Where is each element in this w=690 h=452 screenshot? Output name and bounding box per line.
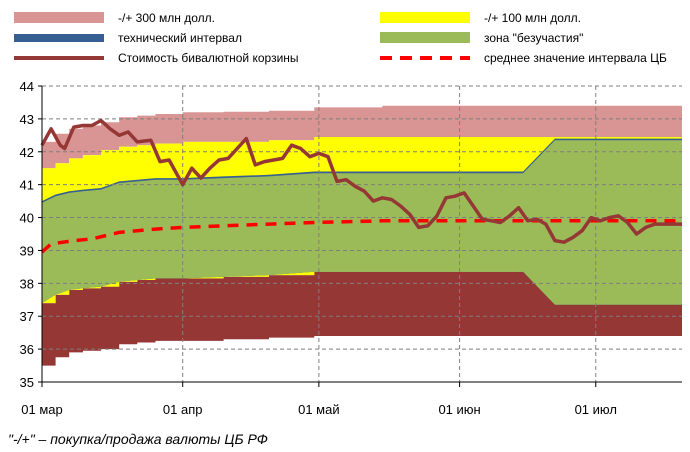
x-tick-label: 01 июл [575, 402, 617, 417]
x-tick-label: 01 мар [21, 402, 62, 417]
y-tick-label: 36 [20, 342, 34, 357]
y-tick-label: 37 [20, 309, 34, 324]
legend-swatch [14, 34, 104, 42]
legend-item-zone: зона "безучастия" [380, 31, 583, 45]
y-tick-label: 40 [20, 211, 34, 226]
grid [42, 85, 682, 382]
legend-item-tech: технический интервал [14, 31, 242, 45]
y-tick-label: 43 [20, 112, 34, 127]
x-tick-label: 01 май [298, 402, 340, 417]
series-mid-line [40, 219, 682, 254]
axes: 35 36 37 38 39 40 41 42 43 44 01 мар 01 апр 01 май 01… [20, 79, 682, 417]
legend-swatch [380, 32, 470, 43]
legend: -/+ 300 млн долл. -/+ 100 млн долл. технич… [14, 11, 667, 65]
legend-label: Стоимость бивалютной корзины [118, 51, 299, 65]
x-tick-label: 01 апр [163, 402, 203, 417]
legend-item-band100: -/+ 100 млн долл. [380, 11, 581, 25]
legend-label: -/+ 300 млн долл. [118, 11, 215, 25]
legend-swatch [380, 12, 470, 23]
y-tick-label: 39 [20, 243, 34, 258]
y-tick-label: 35 [20, 375, 34, 390]
footnote: "-/+" – покупка/продажа валюты ЦБ РФ [8, 431, 268, 447]
x-tick-label: 01 июн [438, 402, 480, 417]
y-tick-label: 44 [20, 79, 34, 94]
legend-item-basket: Стоимость бивалютной корзины [14, 51, 299, 65]
legend-label: среднее значение интервала ЦБ [484, 51, 667, 65]
plot-area [40, 85, 682, 382]
series-basket-line [40, 118, 682, 244]
band-300-lower [42, 271, 682, 366]
legend-label: -/+ 100 млн долл. [484, 11, 581, 25]
legend-label: зона "безучастия" [484, 31, 583, 45]
band-300-upper [42, 105, 682, 169]
legend-label: технический интервал [118, 31, 242, 45]
legend-item-mid: среднее значение интервала ЦБ [380, 51, 667, 65]
y-tick-label: 42 [20, 145, 34, 160]
legend-item-band300: -/+ 300 млн долл. [14, 11, 215, 25]
y-tick-label: 41 [20, 178, 34, 193]
y-tick-label: 38 [20, 276, 34, 291]
legend-swatch [14, 12, 104, 23]
